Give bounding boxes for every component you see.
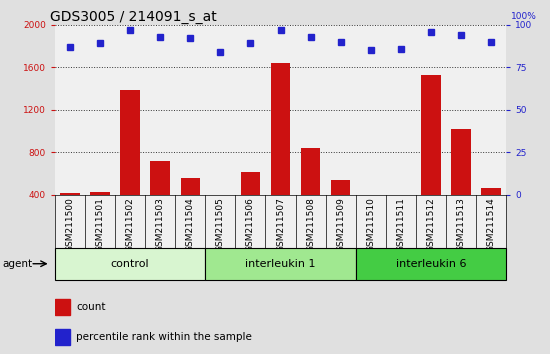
Bar [55,299,70,315]
Text: GSM211503: GSM211503 [156,198,165,252]
Text: GSM211502: GSM211502 [125,198,135,252]
Text: agent: agent [3,259,33,269]
Text: GSM211509: GSM211509 [336,198,345,252]
Text: GSM211514: GSM211514 [486,198,496,252]
FancyBboxPatch shape [55,248,205,280]
Text: GSM211511: GSM211511 [396,198,405,252]
Bar [391,199,410,237]
Bar [211,196,230,237]
FancyBboxPatch shape [356,248,506,280]
Bar [361,199,381,237]
Text: interleukin 1: interleukin 1 [245,259,316,269]
Bar [180,178,200,237]
Text: GSM211505: GSM211505 [216,198,225,252]
Bar [451,129,471,237]
Bar [421,75,441,237]
Text: GSM211506: GSM211506 [246,198,255,252]
Text: percentile rank within the sample: percentile rank within the sample [76,332,252,342]
Text: interleukin 6: interleukin 6 [395,259,466,269]
Text: GSM211510: GSM211510 [366,198,375,252]
Bar [481,188,500,237]
Text: count: count [76,302,106,313]
Text: GSM211500: GSM211500 [65,198,75,252]
Bar [331,180,350,237]
Text: GSM211504: GSM211504 [186,198,195,252]
Bar [241,172,260,237]
Bar [151,161,170,237]
Text: GSM211512: GSM211512 [426,198,436,252]
Bar [120,90,140,237]
Bar [271,63,290,237]
Bar [55,329,70,345]
FancyBboxPatch shape [205,248,356,280]
Text: GDS3005 / 214091_s_at: GDS3005 / 214091_s_at [51,10,217,24]
Bar [301,148,320,237]
Bar [90,192,110,237]
Bar [60,193,80,237]
Text: GSM211507: GSM211507 [276,198,285,252]
Text: GSM211513: GSM211513 [456,198,465,252]
Text: control: control [111,259,150,269]
Text: GSM211508: GSM211508 [306,198,315,252]
Text: 100%: 100% [510,12,536,21]
Text: GSM211501: GSM211501 [96,198,104,252]
